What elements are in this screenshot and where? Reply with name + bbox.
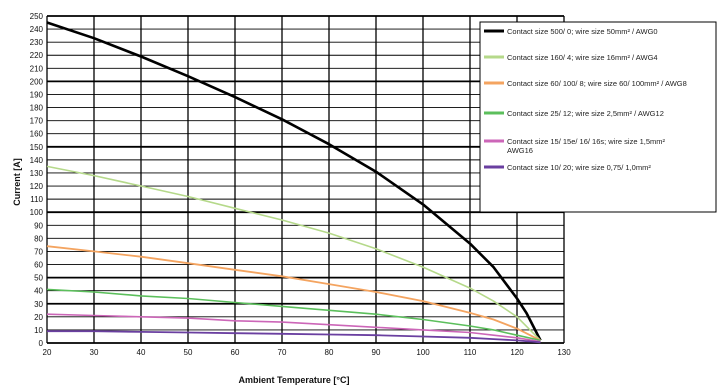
legend: Contact size 500/ 0; wire size 50mm² / A… <box>479 21 717 213</box>
y-tick-label: 110 <box>30 195 43 204</box>
x-tick-label: 120 <box>510 348 524 357</box>
y-tick-label: 120 <box>30 182 44 191</box>
x-tick-label: 90 <box>372 348 381 357</box>
series-line-2 <box>46 165 542 341</box>
series-line-6 <box>47 330 541 344</box>
legend-entry-6: Contact size 10/ 20; wire size 0,75/ 1,0… <box>484 163 651 172</box>
y-tick-label: 0 <box>39 339 44 348</box>
x-tick-label: 20 <box>43 348 52 357</box>
y-tick-label: 170 <box>30 117 44 126</box>
legend-entry-4: Contact size 25/ 12; wire size 2,5mm² / … <box>484 109 664 118</box>
y-tick-label: 210 <box>30 64 44 73</box>
legend-box <box>479 21 717 213</box>
legend-entry-5: Contact size 15/ 15e/ 16/ 16s; wire size… <box>484 137 665 155</box>
x-tick-label: 30 <box>90 348 99 357</box>
y-tick-label: 60 <box>34 261 43 270</box>
y-tick-label: 220 <box>30 51 44 60</box>
series-line-5 <box>46 313 541 343</box>
x-tick-label: 50 <box>184 348 193 357</box>
legend-label: Contact size 160/ 4; wire size 16mm² / A… <box>507 53 658 62</box>
y-tick-label: 20 <box>34 313 43 322</box>
y-tick-label: 10 <box>34 326 43 335</box>
y-tick-label: 250 <box>30 12 44 21</box>
grid <box>46 15 565 344</box>
series-line-1 <box>46 21 542 341</box>
x-tick-label: 60 <box>231 348 240 357</box>
y-tick-label: 80 <box>34 234 43 243</box>
legend-entry-1: Contact size 500/ 0; wire size 50mm² / A… <box>484 27 658 36</box>
legend-label: Contact size 10/ 20; wire size 0,75/ 1,0… <box>507 163 651 172</box>
y-tick-label: 130 <box>30 169 44 178</box>
y-tick-label: 200 <box>30 77 44 86</box>
y-tick-label: 230 <box>30 38 44 47</box>
y-tick-label: 140 <box>30 156 44 165</box>
x-tick-label: 110 <box>464 348 477 357</box>
y-tick-label: 240 <box>30 25 44 34</box>
x-tick-label: 40 <box>137 348 146 357</box>
legend-label: Contact size 25/ 12; wire size 2,5mm² / … <box>507 109 664 118</box>
y-tick-label: 90 <box>34 221 43 230</box>
y-tick-label: 160 <box>30 130 44 139</box>
series-line-3 <box>46 245 541 342</box>
x-tick-label: 100 <box>416 348 430 357</box>
x-tick-label: 130 <box>557 348 571 357</box>
x-tick-label: 80 <box>325 348 334 357</box>
x-tick-label: 70 <box>278 348 287 357</box>
y-tick-label: 40 <box>34 287 43 296</box>
legend-label: Contact size 15/ 15e/ 16/ 16s; wire size… <box>507 137 665 155</box>
y-tick-label: 190 <box>30 90 44 99</box>
y-axis-label: Current [A] <box>12 158 22 206</box>
y-tick-label: 150 <box>30 143 44 152</box>
legend-entry-3: Contact size 60/ 100/ 8; wire size 60/ 1… <box>484 79 687 88</box>
y-tick-label: 50 <box>34 274 43 283</box>
y-tick-label: 70 <box>34 247 43 256</box>
x-axis-ticks: 20 30 40 50 60 70 80 90 100 110 120 130 <box>43 348 572 357</box>
legend-entry-2: Contact size 160/ 4; wire size 16mm² / A… <box>484 53 658 62</box>
legend-label: Contact size 500/ 0; wire size 50mm² / A… <box>507 27 658 36</box>
y-tick-label: 180 <box>30 104 44 113</box>
y-tick-label: 100 <box>30 208 44 217</box>
series-line-4 <box>46 288 541 342</box>
x-axis-label: Ambient Temperature [°C] <box>239 375 350 385</box>
legend-label: Contact size 60/ 100/ 8; wire size 60/ 1… <box>507 79 687 88</box>
y-tick-label: 30 <box>34 300 43 309</box>
series-curves <box>46 21 542 344</box>
y-axis-ticks: 0 10 20 30 40 50 60 70 80 90 100 110 120 130 140 150 160… <box>30 12 44 348</box>
